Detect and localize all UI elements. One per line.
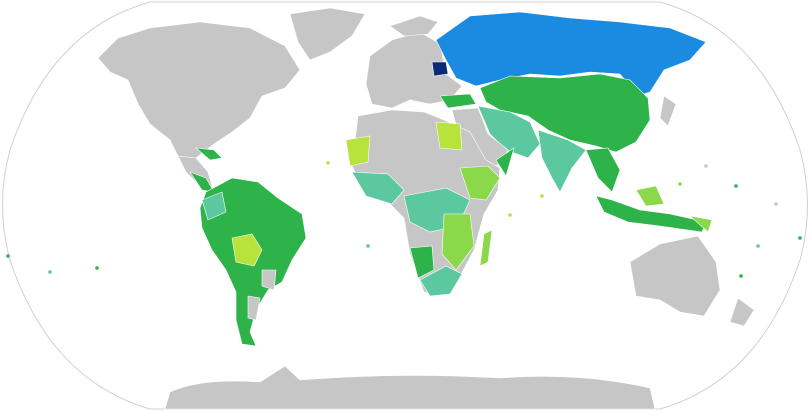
asia [435,11,713,233]
region [459,165,501,201]
region [734,184,738,188]
region [441,213,475,271]
region [659,95,677,127]
region [97,21,301,159]
region [247,295,261,321]
europe [365,15,477,109]
region [48,270,52,274]
region [6,254,10,258]
region [409,245,435,279]
region [585,147,621,193]
region [495,147,515,177]
region [95,266,99,270]
africa [345,109,515,297]
region [479,229,493,267]
region [537,129,587,193]
region [201,191,227,221]
region [326,161,330,165]
region [231,233,263,267]
south-america [199,177,307,347]
region [366,244,370,248]
antarctica [164,365,656,410]
region [435,121,463,151]
region [689,215,713,233]
islands [6,161,802,278]
region [439,93,477,109]
region [739,274,743,278]
region [508,213,512,217]
region [419,265,463,297]
region [261,269,277,291]
region [756,244,760,248]
oceania [629,235,755,327]
region [431,61,449,77]
region [389,15,439,37]
region [345,135,371,167]
region [729,297,755,327]
region [678,182,682,186]
north-america [97,7,366,193]
region [798,236,802,240]
region [351,171,405,205]
region [629,235,721,317]
region [479,73,651,153]
region [477,105,541,159]
region [635,185,665,207]
region [289,7,366,61]
region [774,202,778,206]
region [164,365,656,410]
region [540,194,544,198]
region [704,164,708,168]
region [195,147,223,161]
